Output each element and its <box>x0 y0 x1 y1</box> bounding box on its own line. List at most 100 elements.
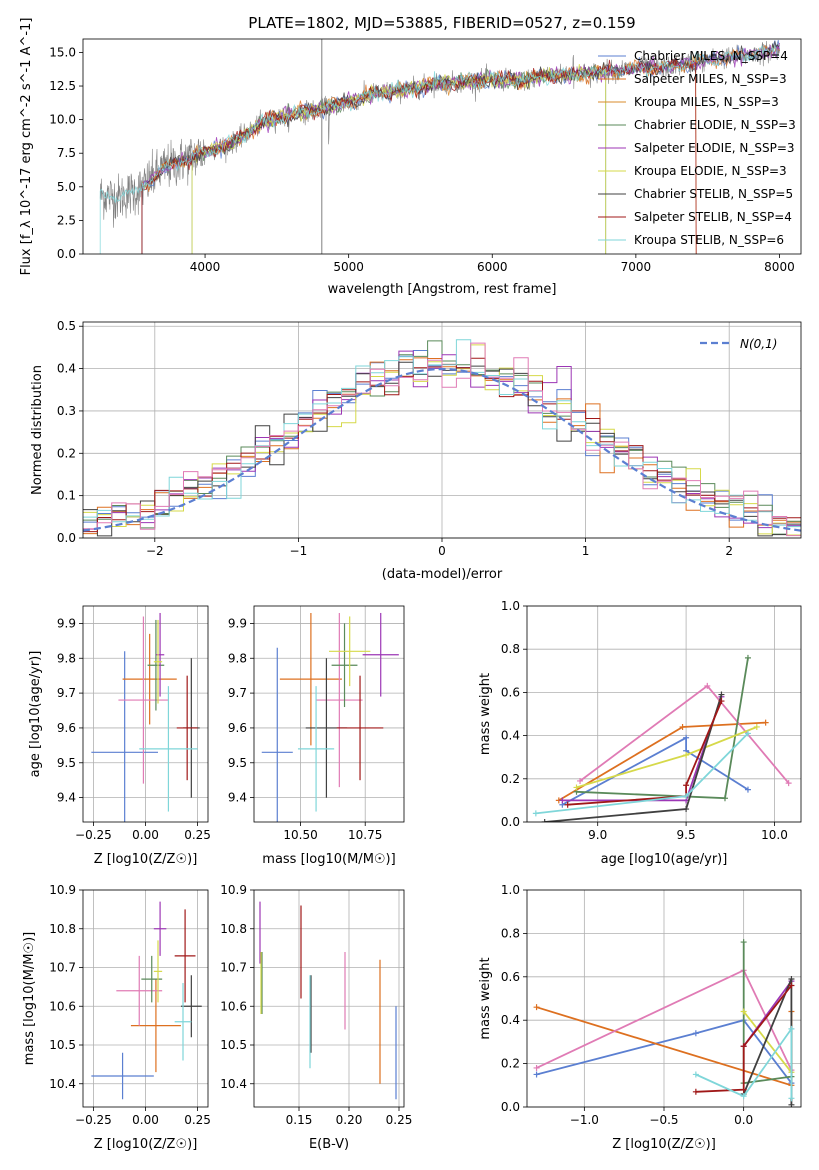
series-marker <box>577 777 584 784</box>
data-point <box>139 686 198 812</box>
residual-histogram-2 <box>83 340 801 535</box>
series-marker <box>683 782 690 789</box>
y-tick-label: 9.7 <box>57 686 76 700</box>
data-point <box>180 975 202 1038</box>
plot-area <box>259 901 397 1100</box>
axes-frame <box>82 889 209 1108</box>
y-axis-label: age [log10(age/yr)] <box>28 651 43 778</box>
page-title: PLATE=1802, MJD=53885, FIBERID=0527, z=0… <box>248 14 635 32</box>
x-tick-label: 10.0 <box>761 828 788 842</box>
legend-label: Kroupa MILES, N_SSP=3 <box>634 95 779 109</box>
data-point <box>362 612 399 697</box>
x-tick-label: 5000 <box>333 260 364 274</box>
series-line <box>561 736 749 806</box>
legend-label: Salpeter ELODIE, N_SSP=3 <box>634 141 795 155</box>
y-tick-label: 0.4 <box>57 362 76 376</box>
y-axis-label: mass weight <box>478 957 493 1039</box>
y-tick-label: 10.6 <box>220 999 247 1013</box>
y-tick-label: 0.2 <box>57 446 76 460</box>
series-line <box>742 1010 793 1073</box>
y-tick-label: 0.0 <box>57 531 76 545</box>
series-marker <box>683 752 690 759</box>
series-line <box>695 1026 793 1099</box>
series-marker <box>573 784 580 791</box>
y-tick-label: 10.9 <box>220 883 247 897</box>
x-tick-label: 0 <box>438 544 446 558</box>
x-tick-label: 9.5 <box>677 828 696 842</box>
series-marker <box>533 1064 540 1071</box>
axes-age_vs_Z: −0.25 0.00 0.25 9.4 9.5 9.6 9.7 9.8 9.9 Z [log10(… <box>28 605 211 867</box>
series-marker <box>532 810 539 817</box>
series-marker <box>740 1043 747 1050</box>
y-tick-label: 0.1 <box>57 489 76 503</box>
axes-weight_vs_age: 9.0 9.5 10.0 0.0 0.2 0.4 0.6 0.8 1.0 age [log10(a… <box>478 599 802 867</box>
data-point <box>329 616 371 687</box>
x-tick-label: 10.50 <box>283 828 317 842</box>
axes-frame <box>253 605 405 823</box>
data-point <box>336 675 384 781</box>
x-tick-label: 8000 <box>764 260 795 274</box>
series-marker <box>721 795 728 802</box>
y-axis-label: Flux [f_λ 10^-17 erg cm^-2 s^-1 A^-1] <box>19 18 34 276</box>
data-point <box>331 623 358 708</box>
series-marker <box>533 1004 540 1011</box>
y-tick-label: 5.0 <box>57 180 76 194</box>
legend-label: Chabrier ELODIE, N_SSP=3 <box>634 118 796 132</box>
series-marker <box>704 682 711 689</box>
weight-series <box>559 734 751 808</box>
x-tick-label: 1 <box>582 544 590 558</box>
series-marker <box>788 975 795 982</box>
y-tick-label: 0.5 <box>57 319 76 333</box>
legend-label: Kroupa ELODIE, N_SSP=3 <box>634 164 787 178</box>
y-tick-label: 10.0 <box>49 113 76 127</box>
series-marker <box>788 1095 795 1102</box>
series-marker <box>740 1093 747 1100</box>
data-point <box>122 633 177 725</box>
y-tick-label: 10.5 <box>49 1038 76 1052</box>
x-axis-label: E(B-V) <box>309 1137 349 1152</box>
y-tick-label: 10.8 <box>49 922 76 936</box>
x-axis-label: mass [log10(M/M☉)] <box>262 852 395 867</box>
x-axis-label: Z [log10(Z/Z☉)] <box>94 1137 198 1152</box>
y-tick-label: 0.4 <box>501 1013 520 1027</box>
axes-mass_vs_Z: −0.25 0.00 0.25 10.4 10.5 10.6 10.7 10.8 10.9 Z [… <box>22 883 211 1152</box>
weight-series <box>541 691 725 822</box>
y-tick-label: 9.7 <box>228 686 247 700</box>
axes-mass_vs_ebv: 0.15 0.20 0.25 10.4 10.5 10.6 10.7 10.8 10.9 E(B-… <box>220 883 412 1152</box>
weight-series <box>559 693 725 804</box>
series-marker <box>692 1088 699 1095</box>
y-tick-label: 9.4 <box>228 791 247 805</box>
y-tick-label: 0.0 <box>57 247 76 261</box>
axes-age_vs_mass: 10.50 10.75 9.4 9.5 9.6 9.7 9.8 9.9 mass [log10(… <box>228 605 405 867</box>
y-tick-label: 9.5 <box>228 756 247 770</box>
legend: Chabrier MILES, N_SSP=4 Salpeter MILES, N… <box>598 49 796 247</box>
series-marker <box>564 801 571 808</box>
x-axis-label: (data-model)/error <box>382 567 503 582</box>
x-tick-label: −0.5 <box>649 1113 678 1127</box>
y-tick-label: 1.0 <box>501 883 520 897</box>
series-marker <box>692 1030 699 1037</box>
series-marker <box>718 691 725 698</box>
series-marker <box>788 1025 795 1032</box>
legend: N(0,1) <box>700 337 777 351</box>
y-tick-label: 0.0 <box>501 1100 520 1114</box>
x-axis-label: wavelength [Angstrom, rest frame] <box>328 282 557 297</box>
plot-area <box>99 39 780 254</box>
series-marker <box>785 780 792 787</box>
series-marker <box>740 1086 747 1093</box>
legend-label: Chabrier MILES, N_SSP=4 <box>634 49 788 63</box>
weight-series <box>573 654 751 802</box>
data-point <box>176 675 198 781</box>
y-tick-label: 9.6 <box>228 721 247 735</box>
series-marker <box>753 723 760 730</box>
axes-frame <box>82 321 802 539</box>
y-tick-label: 2.5 <box>57 213 76 227</box>
y-axis-label: Normed distribution <box>30 365 45 495</box>
axes-frame <box>82 605 209 823</box>
data-point <box>155 612 165 697</box>
axes-spectrum: 4000 5000 6000 7000 8000 0.0 2.5 5.0 7.5 10.0 12.5… <box>19 18 802 297</box>
axes-frame <box>526 889 802 1108</box>
normal-curve <box>83 367 801 532</box>
data-point <box>279 612 342 746</box>
